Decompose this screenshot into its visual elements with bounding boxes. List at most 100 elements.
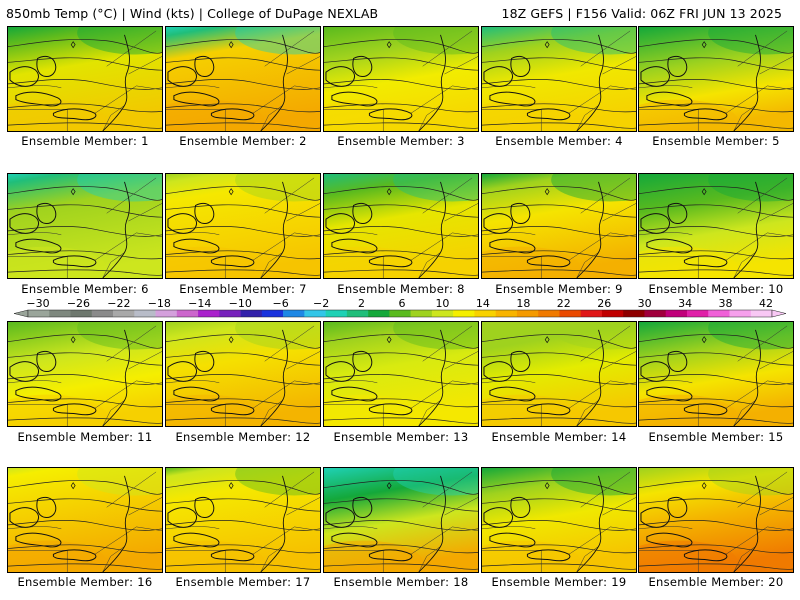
- colorbar-right-arrow: [771, 309, 787, 318]
- streamline: [166, 544, 320, 554]
- state-border: [286, 56, 320, 75]
- streamline: [324, 79, 478, 90]
- streamline: [639, 480, 793, 495]
- temperature-map: [8, 27, 162, 131]
- ensemble-member-panel: [165, 173, 321, 279]
- state-border: [602, 203, 636, 222]
- ensemble-member-caption: Ensemble Member: 16: [17, 575, 153, 589]
- state-border: [418, 400, 441, 426]
- state-border: [260, 400, 283, 426]
- state-border: [166, 232, 220, 236]
- state-border: [128, 56, 162, 75]
- state-border: [136, 85, 162, 91]
- colorbar-swatch: [389, 310, 411, 317]
- colorbar-swatch: [176, 310, 199, 317]
- state-border: [444, 497, 478, 516]
- cool-region: [708, 27, 793, 55]
- streamline: [166, 186, 320, 201]
- cool-region: [551, 322, 636, 350]
- state-border: [602, 56, 636, 75]
- ensemble-member-caption: Ensemble Member: 4: [495, 134, 623, 148]
- ensemble-member-panel: [165, 26, 321, 132]
- ensemble-member-caption: Ensemble Member: 10: [648, 282, 784, 296]
- coastline: [733, 329, 761, 426]
- state-border: [8, 380, 62, 384]
- coastline: [418, 475, 446, 572]
- streamline: [482, 250, 636, 260]
- station-marker-icon: [228, 336, 234, 344]
- temperature-map: [639, 27, 793, 131]
- ensemble-member-panel: [165, 321, 321, 427]
- colorbar-swatch: [474, 310, 496, 317]
- state-border: [767, 380, 793, 386]
- colorbar-swatch: [368, 310, 390, 317]
- coastline: [260, 329, 288, 426]
- colorbar-swatch: [686, 310, 709, 317]
- state-border: [166, 85, 220, 89]
- ensemble-member-caption: Ensemble Member: 18: [333, 575, 469, 589]
- streamline: [482, 57, 636, 71]
- state-border: [252, 526, 295, 555]
- state-border: [639, 232, 693, 236]
- state-border: [94, 85, 137, 114]
- ensemble-member-panel: [7, 26, 163, 132]
- state-border: [759, 497, 793, 516]
- station-marker-icon: [386, 41, 392, 49]
- streamline: [639, 520, 793, 531]
- state-border: [264, 177, 315, 214]
- colorbar-swatch: [495, 310, 518, 317]
- colorbar-swatch: [325, 310, 348, 317]
- colorbar-swatch: [708, 310, 730, 317]
- streamline: [8, 520, 162, 531]
- streamline: [482, 204, 636, 218]
- temperature-map: [482, 174, 636, 278]
- streamline: [482, 352, 636, 366]
- coastline: [102, 475, 130, 572]
- state-border: [580, 30, 631, 67]
- streamline: [8, 250, 162, 260]
- state-border: [452, 232, 478, 238]
- great-lakes-outline: [640, 202, 728, 268]
- coastline: [418, 329, 446, 426]
- great-lakes-outline: [325, 350, 413, 416]
- station-marker-icon: [701, 188, 707, 196]
- state-border: [128, 351, 162, 370]
- ensemble-member-caption: Ensemble Member: 9: [495, 282, 623, 296]
- streamline: [324, 544, 478, 554]
- ensemble-member-caption: Ensemble Member: 5: [652, 134, 780, 148]
- streamline: [324, 398, 478, 408]
- great-lakes-outline: [167, 350, 255, 416]
- streamline: [639, 39, 793, 54]
- state-border: [737, 471, 788, 508]
- great-lakes-outline: [9, 55, 97, 121]
- state-border: [759, 56, 793, 75]
- station-marker-icon: [70, 482, 76, 490]
- streamline: [8, 186, 162, 201]
- station-marker-icon: [228, 482, 234, 490]
- state-border: [418, 105, 441, 131]
- state-border: [422, 30, 473, 67]
- cool-region: [235, 322, 320, 350]
- state-border: [576, 546, 599, 572]
- temperature-map: [639, 174, 793, 278]
- ensemble-member-caption: Ensemble Member: 1: [21, 134, 149, 148]
- streamline: [639, 374, 793, 385]
- state-border: [418, 252, 441, 278]
- great-lakes-outline: [9, 350, 97, 416]
- state-border: [102, 105, 125, 131]
- streamline: [324, 39, 478, 54]
- colorbar-tick-label: 42: [759, 297, 773, 310]
- cool-region: [77, 322, 162, 350]
- state-border: [102, 252, 125, 278]
- station-marker-icon: [386, 188, 392, 196]
- cool-region: [77, 27, 162, 55]
- colorbar-tick-label: 10: [435, 297, 449, 310]
- state-border: [286, 203, 320, 222]
- product-title: 850mb Temp (°C) | Wind (kts) | College o…: [6, 6, 379, 21]
- state-border: [410, 232, 453, 261]
- temperature-map: [482, 322, 636, 426]
- temperature-map: [166, 174, 320, 278]
- colorbar-tick-label: 30: [638, 297, 652, 310]
- state-border: [8, 232, 62, 236]
- colorbar-swatch: [410, 310, 433, 317]
